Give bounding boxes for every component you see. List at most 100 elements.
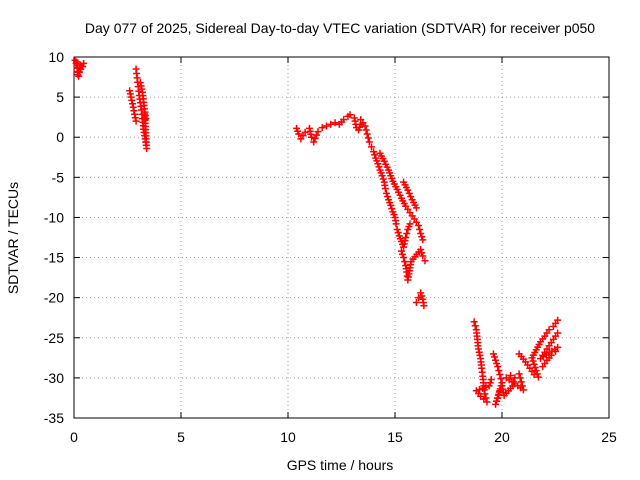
data-point — [392, 220, 400, 228]
data-point — [419, 252, 427, 260]
data-point — [398, 250, 406, 258]
x-tick-label: 5 — [177, 429, 185, 445]
data-point — [530, 371, 538, 379]
data-point — [314, 128, 322, 136]
data-point — [136, 79, 144, 87]
data-point — [495, 367, 503, 375]
data-point — [494, 394, 502, 402]
data-point — [493, 359, 501, 367]
data-point — [479, 384, 487, 392]
data-point — [417, 229, 425, 237]
y-tick-label: -15 — [44, 250, 64, 266]
data-point — [404, 186, 412, 194]
x-axis-label: GPS time / hours — [287, 457, 394, 473]
data-point — [388, 205, 396, 213]
x-tick-label: 10 — [280, 429, 296, 445]
data-point — [331, 119, 339, 127]
data-point — [397, 247, 405, 255]
data-point — [529, 357, 537, 365]
plot-frame — [73, 56, 610, 419]
x-tick-label: 0 — [70, 429, 78, 445]
x-tick-label: 20 — [494, 429, 510, 445]
chart-title: Day 077 of 2025, Sidereal Day-to-day VTE… — [85, 20, 595, 36]
data-point — [515, 370, 523, 378]
data-point — [313, 131, 321, 139]
segment-seg-6 — [470, 318, 495, 406]
data-point — [375, 163, 383, 171]
x-tick-label: 25 — [601, 429, 617, 445]
data-point — [132, 117, 140, 125]
data-point — [402, 234, 410, 241]
data-point — [416, 225, 424, 233]
data-point — [405, 189, 413, 197]
data-point — [362, 126, 370, 134]
data-point — [493, 397, 501, 405]
data-point — [361, 122, 369, 130]
data-point — [394, 229, 402, 237]
data-point — [393, 225, 401, 233]
data-point — [485, 382, 493, 390]
data-point — [327, 120, 335, 128]
data-point — [419, 236, 427, 244]
data-point — [417, 289, 425, 297]
data-point — [403, 229, 411, 237]
data-point — [400, 254, 408, 262]
data-point — [494, 363, 502, 371]
y-tick-label: -30 — [44, 370, 64, 386]
data-point — [415, 221, 423, 229]
data-point — [382, 189, 390, 197]
data-point — [374, 160, 382, 168]
data-point — [378, 172, 386, 180]
y-tick-label: 0 — [56, 129, 64, 145]
data-point — [418, 292, 426, 300]
data-point — [346, 111, 354, 119]
data-point — [417, 246, 425, 254]
data-point — [370, 148, 378, 156]
data-point — [486, 379, 494, 387]
data-point — [554, 329, 562, 337]
data-point — [421, 257, 429, 265]
data-point — [517, 378, 525, 386]
data-point — [365, 138, 373, 146]
data-points — [71, 56, 562, 408]
data-point — [379, 175, 387, 183]
segment-seg-4 — [357, 116, 427, 251]
data-point — [418, 233, 426, 241]
data-point — [532, 367, 540, 375]
data-point — [487, 375, 495, 383]
data-point — [371, 151, 379, 159]
segment-seg-7 — [489, 350, 527, 408]
data-point — [502, 374, 510, 382]
data-point — [472, 387, 480, 395]
data-point — [531, 363, 539, 371]
data-point — [482, 383, 490, 391]
data-point — [308, 133, 316, 141]
data-point — [412, 298, 420, 306]
data-point — [381, 185, 389, 193]
data-point — [401, 258, 409, 266]
data-point — [318, 124, 326, 132]
data-point — [311, 135, 319, 143]
data-point — [412, 204, 420, 212]
segment-seg-2 — [126, 65, 151, 152]
data-point — [323, 122, 331, 130]
data-point — [507, 371, 515, 379]
segment-seg-5 — [397, 246, 429, 310]
data-point — [367, 143, 375, 151]
x-tick-label: 15 — [387, 429, 403, 445]
data-point — [418, 249, 426, 257]
y-tick-label: -20 — [44, 290, 64, 306]
data-point — [310, 138, 318, 146]
data-point — [476, 386, 484, 394]
data-point — [407, 193, 415, 201]
data-point — [73, 58, 81, 66]
grid-lines — [74, 57, 609, 418]
data-point — [295, 130, 303, 138]
data-point — [545, 326, 553, 334]
data-point — [533, 370, 541, 378]
data-point — [489, 350, 497, 358]
y-tick-label: -35 — [44, 410, 64, 426]
data-point — [497, 375, 505, 383]
data-point — [495, 390, 503, 398]
data-point — [387, 201, 395, 209]
